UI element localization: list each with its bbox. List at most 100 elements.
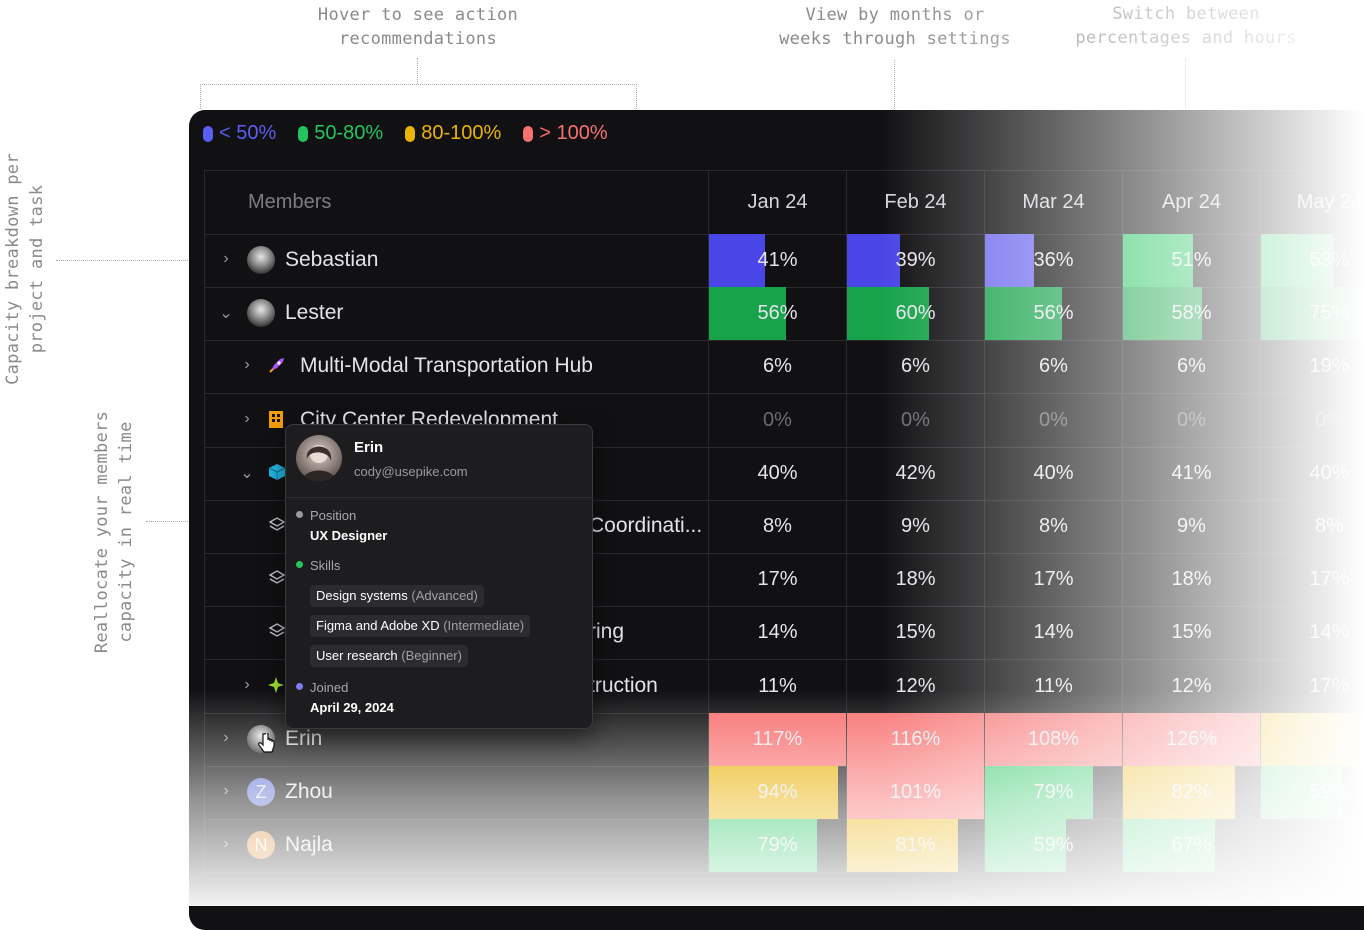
member-avatar: N <box>247 831 275 860</box>
table-header: Members Jan 24 Feb 24 Mar 24 Apr 24 May 24 <box>204 170 1364 235</box>
chevron-right-icon[interactable]: › <box>223 782 229 799</box>
capacity-cell[interactable]: 6% <box>1122 340 1260 394</box>
capacity-cell[interactable]: 79% <box>984 766 1122 819</box>
capacity-cell[interactable]: 17% <box>1260 553 1364 607</box>
legend-label: > 100% <box>539 122 608 144</box>
table-row[interactable]: › N Najla 79% 81% 59% 67% <box>204 819 1364 874</box>
capacity-value: 56% <box>757 302 798 325</box>
capacity-cell[interactable]: 108% <box>984 712 1122 766</box>
capacity-cell[interactable]: 17% <box>708 553 846 607</box>
capacity-cell[interactable]: 6% <box>984 340 1122 394</box>
row-name[interactable]: Erin <box>285 726 323 750</box>
capacity-cell[interactable]: 39% <box>846 234 984 287</box>
capacity-cell[interactable] <box>1260 712 1364 766</box>
chevron-right-icon[interactable]: › <box>223 728 229 746</box>
month-header[interactable]: Feb 24 <box>846 171 984 234</box>
row-name[interactable]: Lester <box>285 301 344 325</box>
capacity-cell[interactable]: 6% <box>846 340 984 394</box>
capacity-cell[interactable]: 59% <box>1260 766 1364 819</box>
chevron-down-icon[interactable]: ⌄ <box>240 464 254 482</box>
table-row[interactable]: ⌄ Lester 56% 60% 56% 58% 75% <box>204 287 1364 342</box>
capacity-cell[interactable]: 0% <box>846 393 984 447</box>
capacity-cell[interactable]: 9% <box>1122 500 1260 553</box>
capacity-cell[interactable]: 53% <box>1260 234 1364 287</box>
capacity-cell[interactable]: 0% <box>1122 393 1260 447</box>
capacity-cell[interactable]: 14% <box>1260 606 1364 660</box>
capacity-cell[interactable]: 14% <box>984 606 1122 660</box>
capacity-cell[interactable]: 67% <box>1122 819 1260 873</box>
month-header[interactable]: May 24 <box>1260 171 1364 234</box>
row-name[interactable]: ring <box>589 620 625 644</box>
chevron-down-icon[interactable]: ⌄ <box>219 305 233 323</box>
capacity-cell[interactable]: 15% <box>1122 606 1260 660</box>
chevron-right-icon[interactable]: › <box>244 356 250 374</box>
capacity-cell[interactable]: 15% <box>846 606 984 660</box>
capacity-cell[interactable]: 59% <box>984 819 1122 873</box>
capacity-cell[interactable]: 82% <box>1122 766 1260 819</box>
capacity-cell[interactable]: 6% <box>708 340 846 394</box>
table-row[interactable]: › Multi-Modal Transportation Hub 6% 6% 6% 6% 1… <box>204 340 1364 395</box>
row-name[interactable]: truction <box>589 673 658 697</box>
chevron-right-icon[interactable]: › <box>223 250 229 267</box>
capacity-cell[interactable]: 117% <box>708 712 846 766</box>
capacity-cell[interactable]: 0% <box>708 393 846 447</box>
capacity-cell[interactable]: 79% <box>708 819 846 873</box>
table-row[interactable]: › Sebastian 41% 39% 36% 51% 53% <box>204 234 1364 288</box>
capacity-cell[interactable]: 41% <box>1122 446 1260 500</box>
capacity-cell[interactable]: 8% <box>708 500 846 553</box>
capacity-cell[interactable]: 19% <box>1260 340 1364 394</box>
row-name[interactable]: Najla <box>285 833 333 857</box>
capacity-cell[interactable]: 42% <box>846 446 984 500</box>
capacity-cell[interactable]: 41% <box>708 234 846 287</box>
capacity-cell[interactable]: 0% <box>984 393 1122 447</box>
row-name[interactable]: Sebastian <box>285 248 379 271</box>
capacity-value: 8% <box>763 515 792 537</box>
member-avatar <box>247 246 275 274</box>
skill-chip: User research (Beginner) <box>310 645 468 667</box>
capacity-cell[interactable]: 36% <box>984 234 1122 287</box>
capacity-cell[interactable]: 14% <box>708 606 846 660</box>
row-name[interactable]: Zhou <box>285 780 333 803</box>
month-header[interactable]: Jan 24 <box>708 171 846 234</box>
row-name[interactable]: Multi-Modal Transportation Hub <box>300 354 593 378</box>
legend-swatch-icon <box>203 125 213 142</box>
capacity-cell[interactable]: 18% <box>846 553 984 607</box>
month-header[interactable]: Mar 24 <box>984 171 1122 234</box>
capacity-value: 19% <box>1309 355 1350 378</box>
capacity-cell[interactable]: 94% <box>708 766 846 819</box>
month-header[interactable]: Apr 24 <box>1122 171 1260 234</box>
capacity-cell[interactable]: 75% <box>1260 287 1364 341</box>
capacity-cell[interactable]: 17% <box>1260 659 1364 713</box>
capacity-value: 0% <box>901 408 930 431</box>
capacity-cell[interactable]: 40% <box>984 446 1122 500</box>
table-row[interactable]: › Z Zhou 94% 101% 79% 82% 59% <box>204 766 1364 820</box>
capacity-cell[interactable]: 8% <box>984 500 1122 553</box>
capacity-cell[interactable]: 11% <box>984 659 1122 713</box>
capacity-cell[interactable]: 17% <box>984 553 1122 607</box>
chevron-right-icon[interactable]: › <box>244 675 250 693</box>
capacity-cell[interactable]: 58% <box>1122 287 1260 341</box>
capacity-cell[interactable]: 12% <box>846 659 984 713</box>
capacity-cell[interactable]: 9% <box>846 500 984 553</box>
capacity-cell[interactable]: 8% <box>1260 500 1364 553</box>
capacity-cell[interactable]: 18% <box>1122 553 1260 607</box>
chevron-right-icon[interactable]: › <box>223 835 229 853</box>
capacity-cell[interactable]: 40% <box>1260 446 1364 500</box>
capacity-cell[interactable]: 60% <box>846 287 984 341</box>
capacity-cell[interactable]: 12% <box>1122 659 1260 713</box>
capacity-cell[interactable]: 11% <box>708 659 846 713</box>
capacity-cell[interactable]: 51% <box>1122 234 1260 287</box>
tooltip-email[interactable]: cody@usepike.com <box>354 464 468 479</box>
capacity-cell[interactable]: 116% <box>846 712 984 766</box>
capacity-cell[interactable]: 101% <box>846 766 984 819</box>
row-name[interactable]: Coordinati... <box>589 514 703 537</box>
capacity-value: 40% <box>1033 461 1074 484</box>
capacity-cell[interactable]: 81% <box>846 819 984 873</box>
capacity-cell[interactable]: 56% <box>984 287 1122 341</box>
capacity-cell[interactable]: 40% <box>708 446 846 500</box>
capacity-cell[interactable]: 56% <box>708 287 846 341</box>
capacity-cell[interactable]: 126% <box>1122 712 1260 766</box>
chevron-right-icon[interactable]: › <box>244 409 250 427</box>
capacity-cell[interactable]: 0% <box>1260 393 1364 447</box>
capacity-cell[interactable] <box>1260 819 1364 873</box>
